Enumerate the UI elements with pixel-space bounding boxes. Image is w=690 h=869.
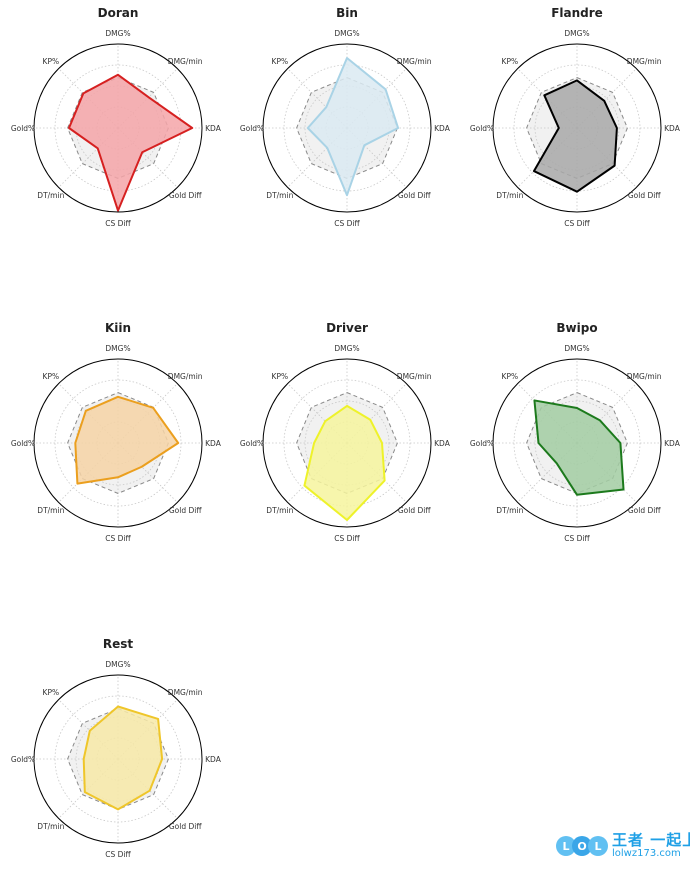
watermark-title: 王者 一起上	[612, 831, 690, 849]
axis-label: KP%	[272, 372, 289, 381]
axis-label: KDA	[205, 439, 222, 448]
svg-text:L: L	[562, 840, 569, 853]
axis-label: DMG/min	[627, 372, 662, 381]
axis-label: DMG%	[105, 660, 130, 669]
axis-label: KDA	[664, 124, 681, 133]
axis-label: DMG%	[105, 29, 130, 38]
outer-circle	[33, 358, 203, 528]
axis-label: CS Diff	[334, 534, 360, 543]
axis-label: KP%	[43, 57, 60, 66]
outer-circle	[262, 43, 432, 213]
radar-chart-driver: DMG% DMG/min KDA Gold Diff CS Diff DT/min Gold…	[240, 321, 451, 543]
axis-label: Gold%	[470, 439, 494, 448]
axis-label: DMG/min	[397, 57, 432, 66]
axis-label: CS Diff	[105, 534, 131, 543]
radar-chart-doran: DMG% DMG/min KDA Gold Diff CS Diff DT/min Gold…	[11, 6, 222, 228]
axis-label: Gold%	[240, 439, 264, 448]
series-polygon	[74, 395, 180, 485]
axis-label: CS Diff	[105, 219, 131, 228]
axis-label: Gold Diff	[398, 506, 431, 515]
axis-label: DT/min	[37, 191, 64, 200]
axis-label: Gold%	[11, 124, 35, 133]
radar-chart-rest: DMG% DMG/min KDA Gold Diff CS Diff DT/min Gold…	[11, 637, 222, 859]
axis-label: KDA	[205, 755, 222, 764]
chart-title: Bwipo	[556, 321, 597, 335]
axis-label: Gold Diff	[628, 506, 661, 515]
axis-label: DT/min	[37, 822, 64, 831]
outer-circle	[33, 674, 203, 844]
axis-label: DT/min	[496, 506, 523, 515]
axis-label: Gold%	[11, 755, 35, 764]
series-polygon	[303, 404, 386, 521]
axis-label: KP%	[43, 688, 60, 697]
axis-label: CS Diff	[564, 534, 590, 543]
axis-label: DMG%	[105, 344, 130, 353]
axis-label: DMG%	[334, 29, 359, 38]
chart-title: Flandre	[551, 6, 603, 20]
lol-logo-icon: L O L	[556, 836, 608, 856]
axis-label: DMG/min	[627, 57, 662, 66]
series-polygon	[532, 79, 618, 193]
axis-label: DMG/min	[397, 372, 432, 381]
radar-chart-bin: DMG% DMG/min KDA Gold Diff CS Diff DT/min Gold…	[240, 6, 451, 228]
chart-title: Rest	[103, 637, 134, 651]
axis-label: DMG%	[564, 29, 589, 38]
axis-label: DMG/min	[168, 688, 203, 697]
series-polygon	[68, 73, 194, 212]
axis-label: Gold%	[470, 124, 494, 133]
axis-label: CS Diff	[105, 850, 131, 859]
axis-label: DT/min	[37, 506, 64, 515]
chart-title: Kiin	[105, 321, 131, 335]
series-polygon	[82, 705, 164, 811]
axis-label: DMG/min	[168, 372, 203, 381]
axis-label: CS Diff	[564, 219, 590, 228]
watermark-url: lolwz173.com	[612, 848, 681, 859]
axis-label: DMG%	[334, 344, 359, 353]
axis-label: DT/min	[496, 191, 523, 200]
chart-title: Doran	[98, 6, 139, 20]
axis-label: DMG%	[564, 344, 589, 353]
radar-chart-kiin: DMG% DMG/min KDA Gold Diff CS Diff DT/min Gold…	[11, 321, 222, 543]
axis-label: KDA	[205, 124, 222, 133]
axis-label: Gold Diff	[169, 822, 202, 831]
series-polygon	[306, 57, 400, 197]
axis-label: Gold Diff	[169, 506, 202, 515]
chart-title: Bin	[336, 6, 358, 20]
outer-circle	[492, 43, 662, 213]
svg-text:L: L	[594, 840, 601, 853]
radar-chart-flandre: DMG% DMG/min KDA Gold Diff CS Diff DT/min Gold…	[470, 6, 681, 228]
outer-circle	[262, 358, 432, 528]
axis-label: KP%	[43, 372, 60, 381]
axis-label: Gold%	[240, 124, 264, 133]
outer-circle	[33, 43, 203, 213]
chart-title: Driver	[326, 321, 368, 335]
axis-label: DT/min	[266, 506, 293, 515]
watermark: L O L 王者 一起上 lolwz173.com	[554, 829, 690, 863]
axis-label: DT/min	[266, 191, 293, 200]
axis-label: Gold Diff	[398, 191, 431, 200]
axis-label: Gold Diff	[169, 191, 202, 200]
radar-chart-bwipo: DMG% DMG/min KDA Gold Diff CS Diff DT/min Gold…	[470, 321, 681, 543]
axis-label: KP%	[272, 57, 289, 66]
series-polygon	[533, 399, 625, 496]
axis-label: DMG/min	[168, 57, 203, 66]
axis-label: KDA	[664, 439, 681, 448]
outer-circle	[492, 358, 662, 528]
axis-label: Gold Diff	[628, 191, 661, 200]
axis-label: KP%	[502, 372, 519, 381]
axis-label: KP%	[502, 57, 519, 66]
svg-text:O: O	[577, 840, 586, 853]
axis-label: KDA	[434, 124, 451, 133]
axis-label: Gold%	[11, 439, 35, 448]
axis-label: CS Diff	[334, 219, 360, 228]
axis-label: KDA	[434, 439, 451, 448]
